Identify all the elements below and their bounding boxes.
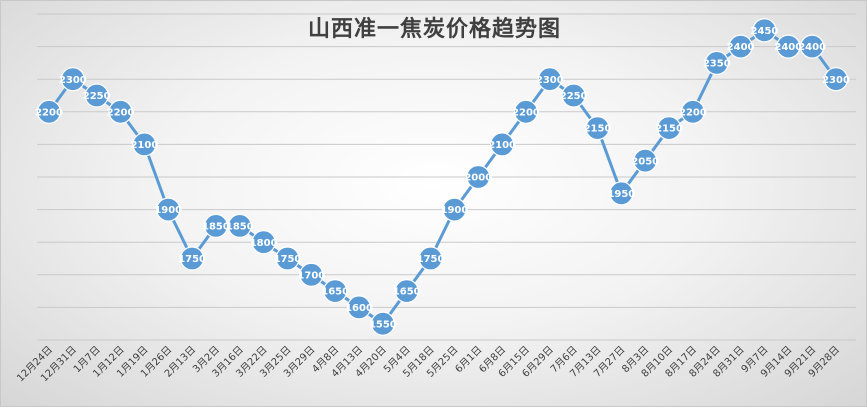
data-point <box>537 67 562 92</box>
data-point <box>370 311 395 336</box>
data-label: 2150 <box>655 124 683 135</box>
data-label: 2150 <box>584 124 612 135</box>
data-point <box>132 132 157 157</box>
data-point <box>179 246 205 271</box>
data-point <box>490 132 515 157</box>
data-label: 1600 <box>345 303 373 314</box>
data-label: 1750 <box>178 254 206 265</box>
data-point <box>609 181 634 206</box>
data-label: 2000 <box>464 173 492 184</box>
data-label: 1950 <box>607 189 635 200</box>
data-point <box>513 99 539 124</box>
data-point <box>418 246 443 271</box>
data-label: 2200 <box>107 107 135 118</box>
data-point <box>823 67 849 92</box>
data-label: 1850 <box>202 222 230 233</box>
data-point <box>251 230 276 255</box>
data-label: 2400 <box>774 42 802 53</box>
data-point <box>203 213 229 238</box>
data-label: 1900 <box>154 205 182 216</box>
data-label: 2400 <box>727 42 755 53</box>
data-point <box>728 34 753 59</box>
data-label: 2400 <box>798 42 826 53</box>
data-point <box>442 197 467 222</box>
data-point <box>323 279 348 304</box>
data-label: 1800 <box>250 238 278 249</box>
data-label: 1650 <box>321 287 349 298</box>
data-point <box>227 213 252 238</box>
data-label: 2300 <box>822 75 850 86</box>
data-point <box>60 67 85 92</box>
data-label: 1850 <box>226 222 254 233</box>
data-point <box>752 18 777 43</box>
data-label: 1900 <box>441 205 469 216</box>
data-label: 1750 <box>274 254 302 265</box>
chart-title: 山西准一焦炭价格趋势图 <box>307 17 561 42</box>
data-point <box>156 197 181 222</box>
data-label: 2250 <box>560 91 588 102</box>
data-label: 1550 <box>369 319 397 330</box>
data-point <box>704 50 729 76</box>
data-label: 2300 <box>536 75 564 86</box>
data-label: 2200 <box>679 107 707 118</box>
data-label: 2100 <box>130 140 158 151</box>
data-label: 2450 <box>751 26 779 37</box>
data-point <box>800 34 825 59</box>
data-label: 2300 <box>59 75 87 86</box>
data-label: 1650 <box>393 287 421 298</box>
data-point <box>585 115 610 141</box>
data-label: 2350 <box>703 59 731 70</box>
data-point <box>346 295 372 320</box>
data-label: 1700 <box>297 270 325 281</box>
data-point <box>108 99 133 124</box>
data-label: 2100 <box>488 140 516 151</box>
gridlines <box>37 13 856 341</box>
data-point <box>84 83 109 108</box>
data-point <box>466 164 491 190</box>
data-point <box>36 99 62 124</box>
data-point <box>394 279 419 304</box>
x-axis-ticks: 12月24日12月31日1月7日1月12日1月19日1月26日2月13日3月2日… <box>14 344 842 385</box>
data-label: 1750 <box>417 254 445 265</box>
data-label: 2200 <box>512 107 540 118</box>
data-point <box>561 83 586 108</box>
data-point <box>275 246 300 271</box>
data-label: 2050 <box>631 156 659 167</box>
data-point <box>680 99 706 124</box>
data-point <box>776 34 801 59</box>
data-label: 2200 <box>35 107 63 118</box>
data-point <box>656 115 682 141</box>
data-point <box>633 148 658 173</box>
data-label: 2250 <box>83 91 111 102</box>
series-line <box>47 28 838 326</box>
data-point <box>299 262 324 287</box>
